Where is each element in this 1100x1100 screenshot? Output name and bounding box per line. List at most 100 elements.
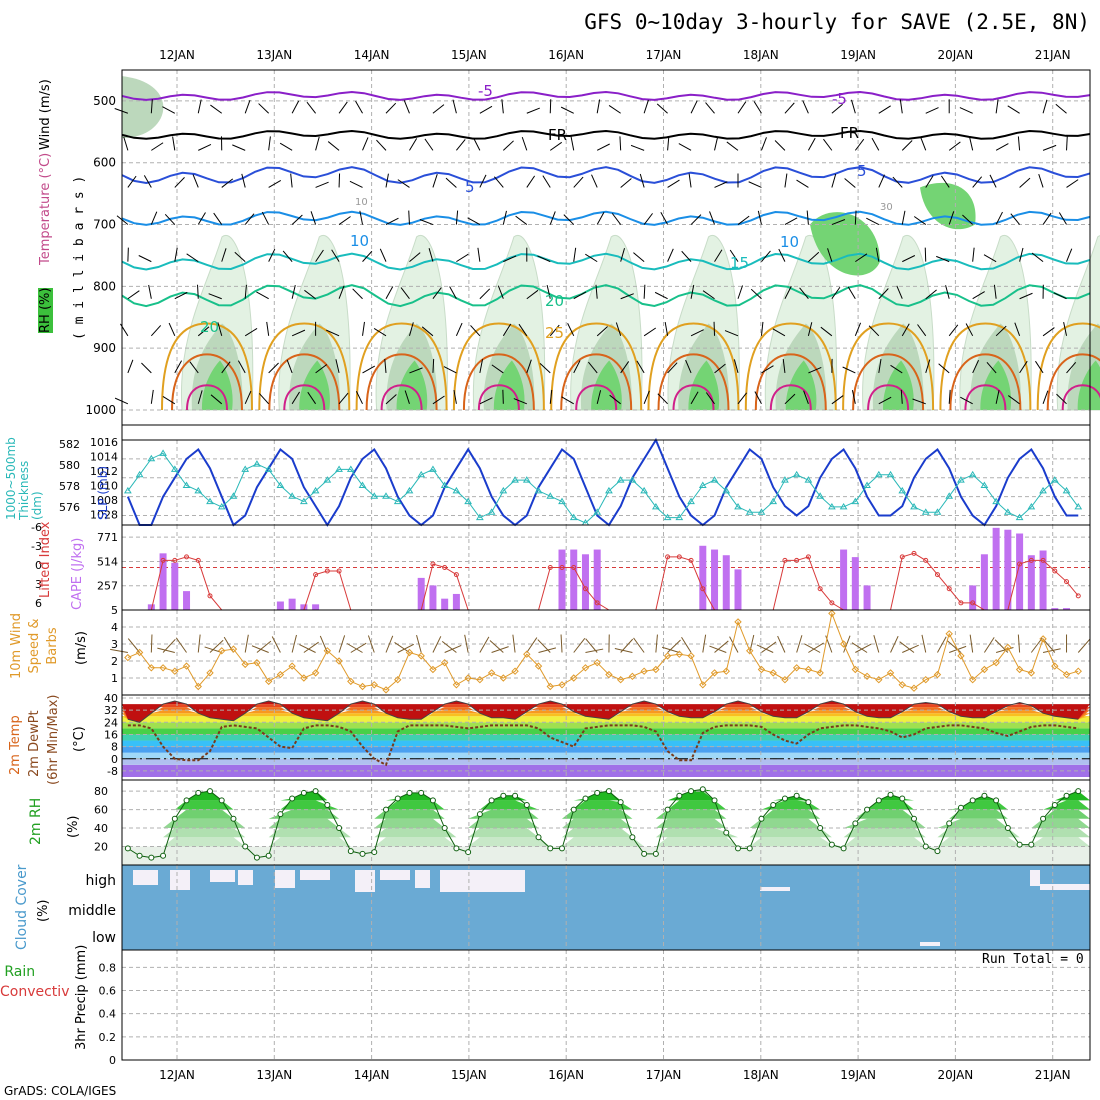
cape-bar bbox=[840, 549, 848, 610]
wind-barb bbox=[948, 211, 955, 225]
li-tick: 0 bbox=[35, 559, 42, 572]
isotherm-25 bbox=[939, 322, 1032, 411]
rh2m-point bbox=[136, 852, 143, 859]
wind-barb bbox=[866, 217, 880, 225]
cape-bar bbox=[699, 545, 707, 610]
wind-barb bbox=[362, 321, 365, 336]
wind-barb bbox=[690, 329, 704, 337]
top-date-label: 14JAN bbox=[353, 48, 390, 62]
thickness-point bbox=[710, 476, 719, 483]
thickness-point bbox=[1050, 476, 1059, 483]
temp-band bbox=[122, 752, 1090, 759]
wind-barb bbox=[972, 176, 983, 188]
rh2m-point bbox=[817, 825, 824, 832]
wind-barb bbox=[831, 219, 846, 226]
rh2m-point bbox=[781, 795, 788, 802]
wind10-point bbox=[1062, 670, 1071, 679]
cloud-unit: (%) bbox=[36, 899, 51, 923]
wind10-barb bbox=[661, 646, 680, 653]
wind-barb bbox=[241, 173, 246, 188]
wind10-barb bbox=[1077, 638, 1091, 653]
wind-barb bbox=[197, 326, 210, 337]
wind10-barb bbox=[1030, 637, 1043, 653]
wind-barb bbox=[362, 137, 369, 151]
wind-barb bbox=[291, 329, 306, 337]
wind10-point bbox=[828, 609, 836, 618]
wind-barb bbox=[868, 325, 880, 337]
wind10-barb bbox=[804, 643, 821, 653]
li-point bbox=[442, 565, 448, 570]
rh2m-point bbox=[582, 795, 589, 802]
rh2m-point bbox=[899, 795, 906, 802]
bottom-date-label: 14JAN bbox=[353, 1068, 390, 1082]
wind10-barb bbox=[851, 642, 868, 653]
wind-barb bbox=[549, 324, 560, 337]
wind-barb bbox=[455, 210, 459, 225]
wind-barb bbox=[972, 291, 985, 300]
rh2m-point bbox=[946, 820, 953, 827]
wind-barb bbox=[936, 255, 950, 263]
contour-label: 30 bbox=[880, 202, 893, 213]
wind-barb bbox=[467, 217, 481, 225]
cape-bar bbox=[300, 604, 308, 610]
li-point bbox=[899, 554, 905, 560]
temp2m-tick: 8 bbox=[111, 741, 118, 754]
wind10-barb bbox=[921, 634, 927, 653]
wind-barb bbox=[962, 214, 974, 225]
cloud-fill bbox=[122, 865, 1090, 950]
wind-barb bbox=[685, 359, 692, 374]
li-point bbox=[172, 557, 178, 563]
wind-barb bbox=[737, 392, 748, 405]
wind10-point bbox=[147, 664, 156, 672]
cloud-clear bbox=[210, 870, 235, 882]
wind10-barb bbox=[127, 638, 140, 653]
isotherm-35 bbox=[477, 384, 520, 411]
wind10-barb bbox=[526, 637, 538, 653]
isotherm-30 bbox=[462, 353, 535, 411]
wind10-point bbox=[1027, 669, 1036, 677]
cape-bar bbox=[1051, 608, 1059, 610]
wind-barb bbox=[1019, 292, 1033, 300]
rh2m-point bbox=[253, 854, 260, 861]
rh2m-point bbox=[218, 797, 225, 804]
rh2m-tick: 80 bbox=[94, 785, 108, 798]
top-date-label: 16JAN bbox=[548, 48, 585, 62]
rh-shade bbox=[122, 791, 1090, 801]
rh2m-point bbox=[1028, 841, 1035, 848]
wind-barb bbox=[567, 323, 575, 337]
rh2m-point bbox=[594, 789, 601, 796]
wind-barb bbox=[737, 285, 744, 299]
thickness-point bbox=[487, 508, 496, 515]
wind-barb bbox=[844, 178, 856, 188]
wind-barb bbox=[501, 99, 504, 114]
wind-barb bbox=[266, 321, 270, 336]
wind-barb bbox=[678, 143, 692, 151]
rh2m-point bbox=[230, 815, 237, 822]
wind10-point bbox=[722, 667, 730, 675]
wind10-point bbox=[605, 670, 613, 679]
wind10-point bbox=[276, 670, 285, 679]
thickness-tick: 582 bbox=[59, 438, 80, 451]
wind-barb bbox=[515, 215, 528, 225]
thickness-point bbox=[522, 476, 531, 483]
wind-barb bbox=[497, 285, 504, 299]
contour-label: FR bbox=[840, 124, 859, 142]
wind-barb bbox=[878, 288, 889, 300]
contour-label: 25 bbox=[545, 324, 564, 342]
wind10-point bbox=[1074, 667, 1082, 675]
wind-barb bbox=[1042, 327, 1055, 337]
wind-barb bbox=[750, 288, 762, 300]
rh2m-point bbox=[875, 797, 882, 804]
wind-label: Wind (m/s) bbox=[38, 79, 53, 150]
wind-barb bbox=[995, 99, 999, 114]
contour-label: 15 bbox=[730, 254, 749, 272]
pressure-tick: 1000 bbox=[85, 403, 116, 417]
cape-bar bbox=[722, 555, 730, 610]
li-point bbox=[958, 600, 964, 606]
wind-barb bbox=[972, 360, 980, 374]
li-tick: 6 bbox=[35, 597, 42, 610]
li-tick: -3 bbox=[31, 540, 42, 553]
cape-bar bbox=[147, 604, 155, 610]
wind-barb bbox=[198, 143, 212, 151]
wind10-barb bbox=[573, 638, 586, 653]
